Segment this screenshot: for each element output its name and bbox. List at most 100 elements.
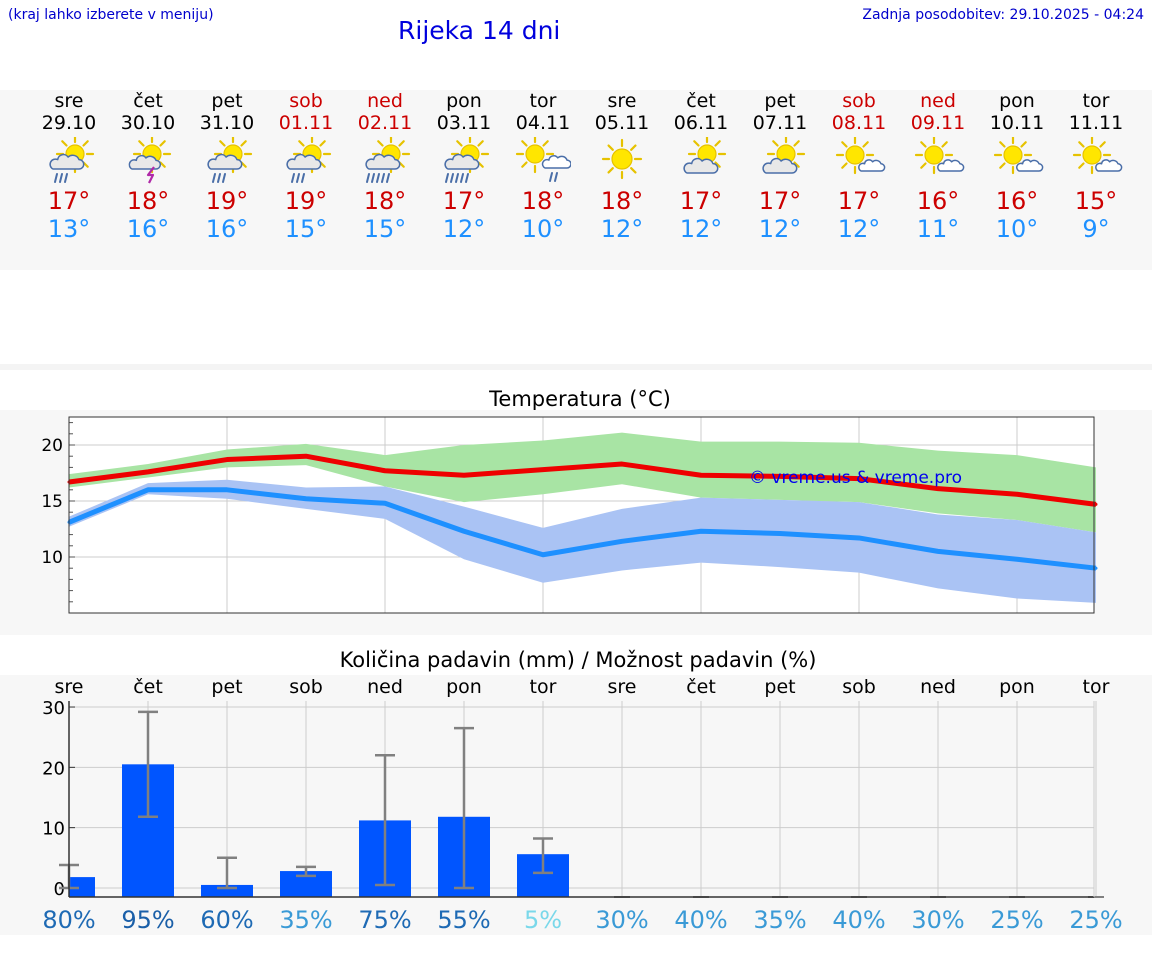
day-forecast: ned 02.11 18° 15° [345, 90, 425, 243]
day-temp-min: 12° [679, 215, 723, 243]
day-date: 29.10 [41, 112, 97, 134]
day-weekday: čet [133, 90, 163, 112]
y-tick-label: 20 [42, 758, 65, 779]
max-temperature-line-point [146, 470, 150, 474]
max-temperature-line-point [225, 458, 229, 462]
day-temp-min: 13° [47, 215, 91, 243]
x-day-label: tor [1083, 676, 1110, 698]
temperature-plot-frame [68, 416, 1095, 614]
day-date: 31.10 [199, 112, 255, 134]
page-title: Rijeka 14 dni [398, 16, 561, 45]
day-temp-min: 16° [126, 215, 170, 243]
max-temperature-line-point [383, 469, 387, 473]
partly-cloudy-icon [683, 137, 727, 174]
mostly-sunny-icon [835, 137, 886, 175]
max-temperature-line-point [857, 477, 861, 481]
precipitation-probability-label: 30% [911, 906, 964, 934]
mostly-sunny-icon [914, 137, 965, 175]
day-temp-max: 18° [600, 187, 644, 215]
day-temp-min: 10° [521, 215, 565, 243]
day-temp-min: 11° [916, 215, 960, 243]
error-bar [138, 710, 158, 819]
day-date: 06.11 [673, 112, 729, 134]
max-temperature-line-point [462, 473, 466, 477]
section-divider [0, 364, 1152, 370]
min-temperature-line-point [225, 488, 229, 492]
precipitation-probability-label: 95% [121, 906, 174, 934]
day-temp-max: 15° [1074, 187, 1118, 215]
x-day-label: čet [686, 676, 716, 698]
max-temperature-line-point [1094, 502, 1098, 506]
day-temp-min: 10° [995, 215, 1039, 243]
partly-sunny-heavy-rain-icon [444, 137, 490, 183]
day-temp-max: 17° [442, 187, 486, 215]
day-date: 30.10 [120, 112, 176, 134]
day-temp-max: 19° [205, 187, 249, 215]
day-temp-max: 17° [679, 187, 723, 215]
day-temp-min: 9° [1082, 215, 1110, 243]
precipitation-probability-label: 55% [437, 906, 490, 934]
daily-forecast-strip: sre 29.10 17° 13° čet 30.10 18° 16° pet 31.10 19° 1… [0, 90, 1152, 270]
min-temperature-line-point [936, 549, 940, 553]
max-temperature-line-point [620, 462, 624, 466]
x-day-label: tor [530, 676, 557, 698]
day-forecast: sre 05.11 18° 12° [582, 90, 662, 243]
watermark: © vreme.us & vreme.pro [749, 468, 963, 488]
y-tick-label: 30 [42, 698, 65, 719]
day-temp-min: 12° [758, 215, 802, 243]
day-forecast: čet 30.10 18° 16° [108, 90, 188, 243]
y-tick-label: 0 [54, 879, 65, 900]
partly-sunny-thunderstorm-icon [128, 137, 172, 184]
max-temperature-line-point [699, 473, 703, 477]
day-date: 04.11 [515, 112, 571, 134]
precipitation-probability-label: 40% [674, 906, 727, 934]
precipitation-probability-label: 60% [200, 906, 253, 934]
min-temperature-line-point [541, 553, 545, 557]
error-bar [375, 754, 395, 887]
partly-sunny-heavy-rain-icon [365, 137, 411, 183]
day-temp-min: 12° [837, 215, 881, 243]
y-tick-label: 10 [41, 548, 63, 568]
x-day-label: pon [999, 676, 1035, 698]
day-temp-min: 16° [205, 215, 249, 243]
day-date: 09.11 [910, 112, 966, 134]
precipitation-probability-label: 25% [1069, 906, 1122, 934]
max-temperature-line-point [541, 468, 545, 472]
precipitation-probability-label: 80% [42, 906, 95, 934]
day-forecast: sob 08.11 17° 12° [819, 90, 899, 243]
day-temp-min: 15° [284, 215, 328, 243]
min-temperature-line-point [146, 488, 150, 492]
precipitation-probability-label: 40% [832, 906, 885, 934]
location-hint: (kraj lahko izberete v meniju) [8, 7, 214, 23]
min-temperature-line-point [1094, 566, 1098, 570]
y-tick-label: 10 [42, 819, 65, 840]
day-weekday: čet [686, 90, 716, 112]
max-temperature-line-point [304, 454, 308, 458]
partly-cloudy-icon [762, 137, 806, 174]
precipitation-probability-label: 35% [279, 906, 332, 934]
day-temp-max: 18° [126, 187, 170, 215]
day-date: 11.11 [1068, 112, 1124, 134]
y-tick-label: 15 [41, 492, 63, 512]
error-bar [296, 865, 316, 878]
day-date: 07.11 [752, 112, 808, 134]
day-forecast: čet 06.11 17° 12° [661, 90, 741, 243]
day-weekday: tor [1082, 90, 1110, 112]
precipitation-chart-title: Količina padavin (mm) / Možnost padavin … [339, 648, 817, 672]
min-temperature-line-point [857, 536, 861, 540]
day-forecast: ned 09.11 16° 11° [898, 90, 978, 243]
min-temperature-line-point [304, 497, 308, 501]
precipitation-bar [201, 884, 253, 897]
day-date: 02.11 [357, 112, 413, 134]
day-weekday: tor [529, 90, 557, 112]
x-day-label: ned [920, 676, 956, 698]
day-weekday: sob [842, 90, 876, 112]
day-weekday: sre [54, 90, 84, 112]
day-date: 01.11 [278, 112, 334, 134]
day-forecast: pon 10.11 16° 10° [977, 90, 1057, 243]
precipitation-probability-label: 35% [753, 906, 806, 934]
x-day-label: pet [211, 676, 242, 698]
precipitation-probability-label: 75% [358, 906, 411, 934]
error-bar [533, 837, 553, 875]
